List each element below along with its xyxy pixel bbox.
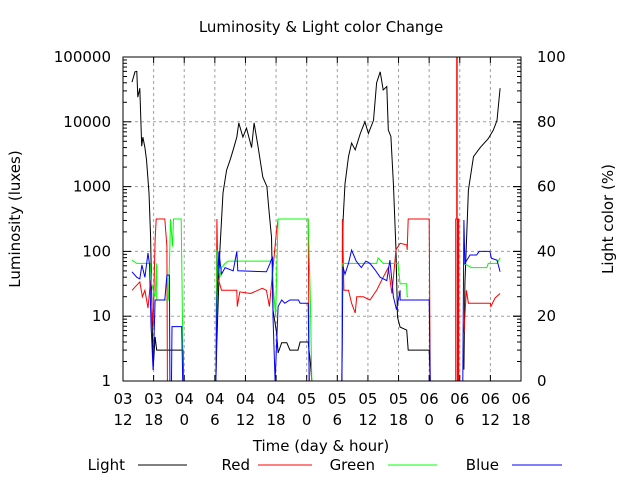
line-light bbox=[463, 88, 501, 370]
x-tick-label-day: 06 bbox=[511, 390, 530, 408]
y-tick-label: 1000 bbox=[73, 178, 111, 196]
x-tick-label-day: 04 bbox=[267, 390, 286, 408]
y2-tick-label: 40 bbox=[537, 242, 556, 260]
line-red bbox=[131, 218, 168, 382]
y-tick-label: 1 bbox=[101, 372, 111, 390]
x-tick-label-day: 04 bbox=[236, 390, 255, 408]
series-blue bbox=[131, 219, 501, 382]
x-tick-label-hour: 0 bbox=[302, 411, 312, 429]
x-tick-label-hour: 12 bbox=[236, 411, 255, 429]
x-tick-label-day: 03 bbox=[113, 390, 132, 408]
x-tick-label-hour: 0 bbox=[179, 411, 189, 429]
legend-label-light: Light bbox=[88, 456, 126, 474]
series-green bbox=[131, 218, 501, 382]
legend-label-red: Red bbox=[222, 456, 251, 474]
x-tick-label-hour: 18 bbox=[267, 411, 286, 429]
x-tick-label-hour: 18 bbox=[511, 411, 530, 429]
legend: Light Red Green Blue bbox=[88, 456, 562, 474]
x-tick-label-hour: 18 bbox=[144, 411, 163, 429]
y-axis-label: Luminosity (luxes) bbox=[6, 150, 24, 287]
plot-border bbox=[122, 56, 522, 382]
x-tick-label-day: 05 bbox=[297, 390, 316, 408]
x-axis-label: Time (day & hour) bbox=[252, 437, 389, 455]
x-tick-label-hour: 6 bbox=[210, 411, 220, 429]
line-green bbox=[131, 218, 184, 382]
x-tick-label-day: 04 bbox=[205, 390, 224, 408]
line-blue bbox=[462, 219, 501, 382]
x-tick-label-hour: 6 bbox=[333, 411, 343, 429]
y-tick-label: 10 bbox=[92, 307, 111, 325]
ticks: 0312031804004604120418050056051205180600… bbox=[54, 48, 566, 429]
x-tick-label-day: 05 bbox=[389, 390, 408, 408]
y-tick-label: 100 bbox=[82, 242, 111, 260]
x-tick-label-day: 03 bbox=[144, 390, 163, 408]
x-tick-label-hour: 12 bbox=[113, 411, 132, 429]
series-layer bbox=[131, 56, 501, 382]
x-tick-label-hour: 12 bbox=[481, 411, 500, 429]
legend-label-green: Green bbox=[330, 456, 375, 474]
line-red bbox=[341, 218, 431, 382]
line-light bbox=[215, 122, 313, 382]
chart-title: Luminosity & Light color Change bbox=[199, 18, 443, 36]
y2-tick-label: 0 bbox=[537, 372, 547, 390]
line-blue bbox=[215, 251, 310, 382]
y-tick-label: 10000 bbox=[63, 113, 111, 131]
line-red bbox=[455, 56, 460, 382]
legend-label-blue: Blue bbox=[466, 456, 499, 474]
line-green bbox=[215, 218, 313, 382]
y2-tick-label: 80 bbox=[537, 113, 556, 131]
line-blue bbox=[131, 252, 184, 382]
x-tick-label-hour: 6 bbox=[455, 411, 465, 429]
y2-axis-label: Light color (%) bbox=[599, 164, 617, 274]
x-tick-label-hour: 12 bbox=[358, 411, 377, 429]
line-blue bbox=[341, 248, 431, 382]
line-light bbox=[341, 71, 431, 382]
x-tick-label-day: 04 bbox=[175, 390, 194, 408]
y-tick-label: 100000 bbox=[54, 48, 111, 66]
x-tick-label-hour: 18 bbox=[389, 411, 408, 429]
x-tick-label-day: 06 bbox=[450, 390, 469, 408]
y2-tick-label: 100 bbox=[537, 48, 566, 66]
series-light bbox=[131, 70, 501, 382]
x-tick-label-day: 05 bbox=[358, 390, 377, 408]
line-red bbox=[463, 290, 501, 333]
y2-tick-label: 20 bbox=[537, 307, 556, 325]
series-red bbox=[131, 56, 501, 382]
x-tick-label-hour: 0 bbox=[424, 411, 434, 429]
line-light bbox=[131, 70, 185, 382]
y2-tick-label: 60 bbox=[537, 178, 556, 196]
x-tick-label-day: 05 bbox=[328, 390, 347, 408]
x-tick-label-day: 06 bbox=[481, 390, 500, 408]
x-tick-label-day: 06 bbox=[420, 390, 439, 408]
